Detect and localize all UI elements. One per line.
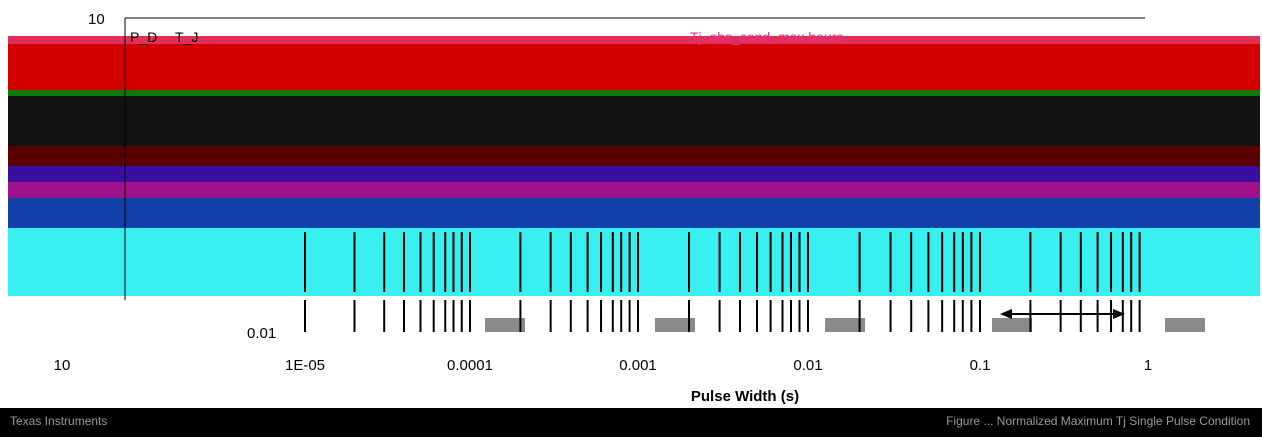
pulse-arrow-head-right: [1113, 309, 1125, 319]
grey-block: [992, 318, 1032, 332]
footer-left: Texas Instruments: [10, 414, 107, 428]
y-tick-label-bottom: 0.01: [247, 325, 276, 342]
plot-area: [8, 17, 1260, 300]
band-dark: [8, 96, 1260, 148]
band-blue: [8, 198, 1260, 230]
band-indigo: [8, 166, 1260, 184]
footer-bar: [0, 408, 1262, 437]
grid-lines: [304, 232, 1141, 292]
x-tick-label: 0.0001: [447, 357, 493, 374]
pulse-arrow-head-left: [1000, 309, 1012, 319]
footer-right: Figure ... Normalized Maximum Tj Single …: [946, 414, 1250, 428]
grey-block: [1165, 318, 1205, 332]
grey-block: [485, 318, 525, 332]
grey-block: [825, 318, 865, 332]
tj-annotation: Tj, abs_cond, max,hours: [690, 29, 843, 45]
band-maroon: [8, 146, 1260, 166]
x-tick-label: 10: [54, 357, 71, 374]
lower-tick-region: [304, 300, 1205, 332]
band-purple: [8, 182, 1260, 200]
x-tick-label: 0.001: [619, 357, 657, 374]
band-red-top: [8, 36, 1260, 44]
x-tick-label: 1: [1144, 357, 1152, 374]
band-cyan: [8, 228, 1260, 296]
x-axis-title: Pulse Width (s): [691, 388, 799, 405]
tj-label: T_J: [175, 29, 198, 45]
grey-block: [655, 318, 695, 332]
x-tick-labels: 10 1E-05 0.0001 0.001 0.01 0.1 1: [54, 357, 1153, 374]
band-green-edge: [8, 90, 1260, 96]
x-tick-label: 0.01: [793, 357, 822, 374]
y-tick-label-top: 10: [88, 11, 105, 28]
pd-annotation: P_D: [130, 29, 157, 45]
band-red: [8, 44, 1260, 94]
x-tick-label: 0.1: [970, 357, 991, 374]
x-tick-label: 1E-05: [285, 357, 325, 374]
